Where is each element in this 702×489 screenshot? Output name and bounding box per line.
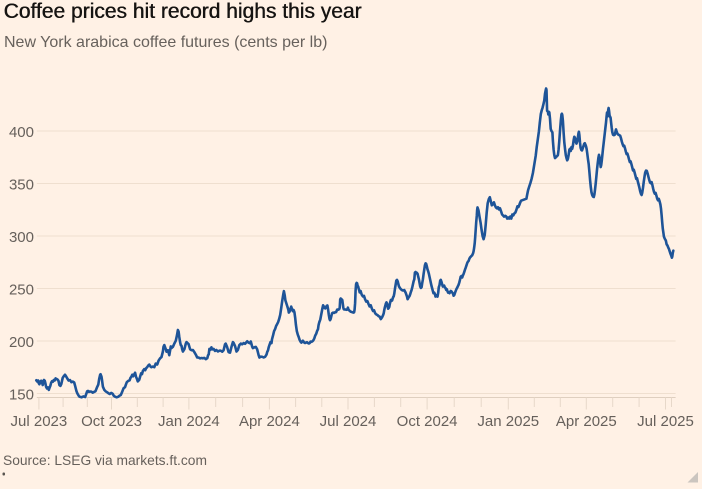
svg-text:Jul 2023: Jul 2023 (11, 413, 68, 430)
svg-text:Jul 2025: Jul 2025 (637, 413, 694, 430)
svg-text:350: 350 (9, 177, 34, 194)
svg-text:Apr 2025: Apr 2025 (556, 413, 617, 430)
svg-text:200: 200 (9, 334, 34, 351)
svg-text:Jul 2024: Jul 2024 (320, 413, 377, 430)
svg-text:250: 250 (9, 282, 34, 299)
svg-text:Jan 2024: Jan 2024 (158, 413, 220, 430)
svg-text:Jan 2025: Jan 2025 (477, 413, 539, 430)
svg-text:Apr 2024: Apr 2024 (239, 413, 300, 430)
svg-text:300: 300 (9, 229, 34, 246)
svg-text:150: 150 (9, 387, 34, 404)
svg-text:Oct 2023: Oct 2023 (81, 413, 142, 430)
svg-text:400: 400 (9, 124, 34, 141)
svg-text:Oct 2024: Oct 2024 (397, 413, 458, 430)
